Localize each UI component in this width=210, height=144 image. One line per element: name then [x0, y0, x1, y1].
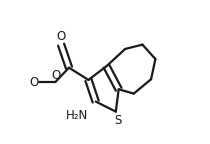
Text: S: S	[114, 114, 122, 127]
Text: O: O	[51, 69, 61, 82]
Text: O: O	[56, 30, 66, 43]
Text: O: O	[29, 76, 38, 89]
Text: H₂N: H₂N	[66, 109, 88, 122]
